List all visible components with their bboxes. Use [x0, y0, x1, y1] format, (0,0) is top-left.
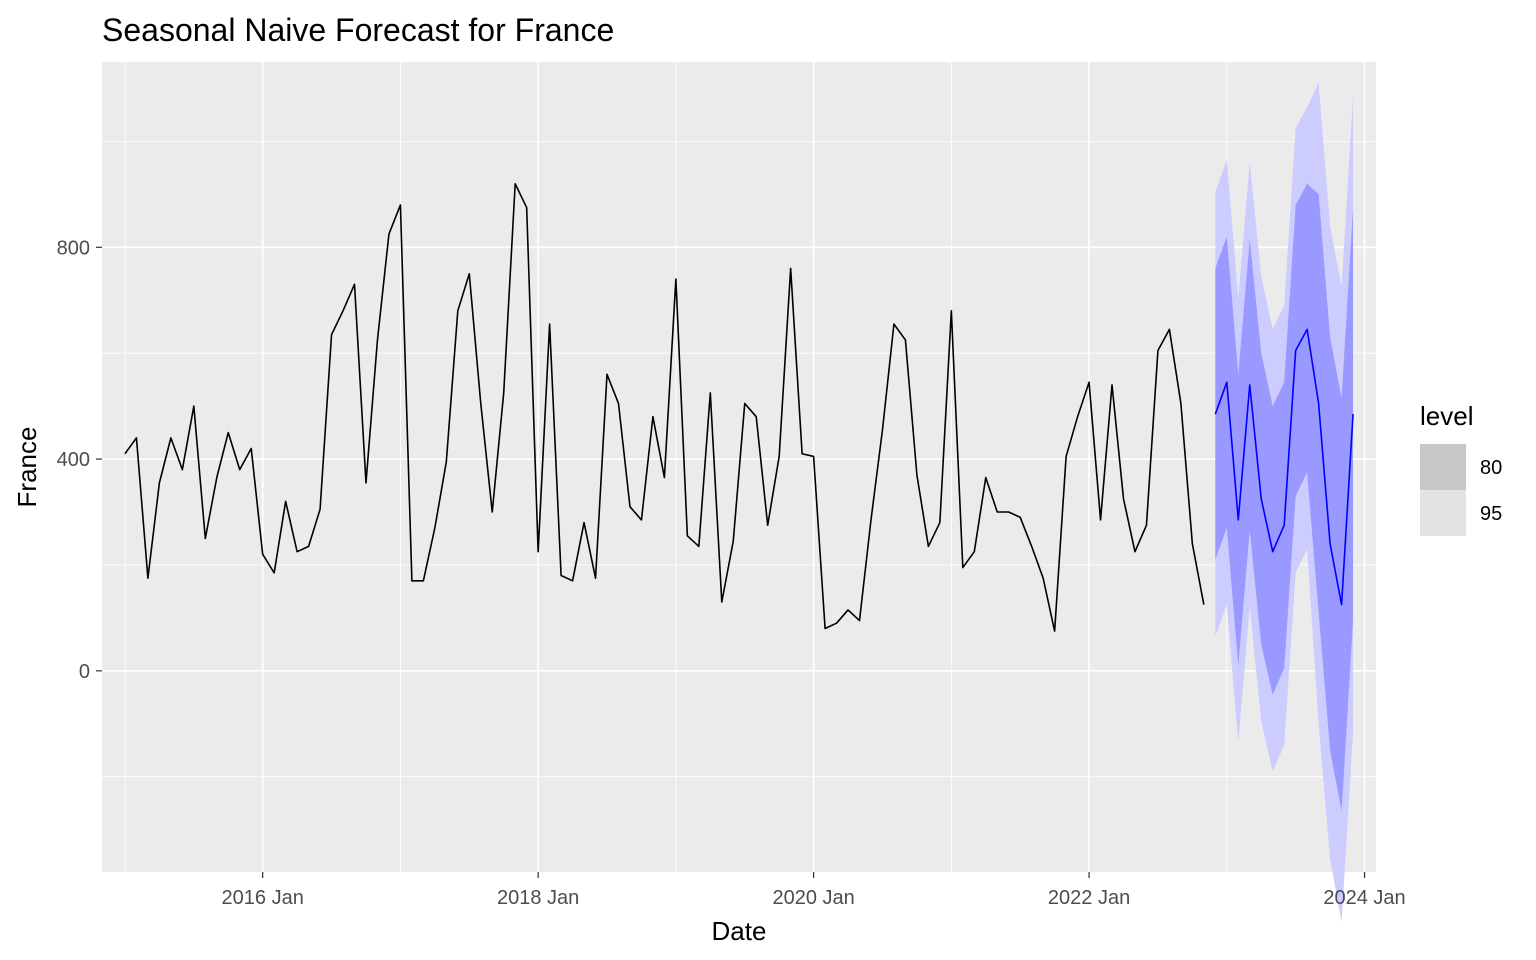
- series-lines: [124, 182, 1354, 632]
- y-tick-label: 0: [79, 661, 90, 683]
- x-tick-label: 2022 Jan: [1048, 887, 1130, 909]
- y-tick-label: 400: [57, 449, 90, 471]
- legend-label-95: 95: [1480, 503, 1502, 525]
- x-axis-title: Date: [712, 916, 767, 946]
- interval-80-band: [1215, 183, 1354, 812]
- legend-key-80: [1420, 444, 1466, 490]
- legend-title: level: [1420, 401, 1473, 431]
- x-tick-label: 2016 Jan: [222, 887, 304, 909]
- x-tick-label: 2018 Jan: [497, 887, 579, 909]
- x-tick-label: 2020 Jan: [772, 887, 854, 909]
- historical-series-line: [124, 182, 1205, 632]
- axes: 0 400 800 2016 Jan 2018 Jan 2020 Jan 2022 Jan 2…: [57, 237, 1406, 909]
- forecast-series-line: [1214, 328, 1354, 606]
- chart-title: Seasonal Naive Forecast for France: [102, 12, 614, 48]
- legend-label-80: 80: [1480, 457, 1502, 479]
- x-tick-label: 2024 Jan: [1323, 887, 1405, 909]
- legend-key-95: [1420, 490, 1466, 536]
- legend: level 80 95: [1420, 401, 1502, 536]
- y-axis-title: France: [12, 427, 42, 508]
- prediction-intervals: [1215, 83, 1354, 923]
- y-tick-label: 800: [57, 237, 90, 259]
